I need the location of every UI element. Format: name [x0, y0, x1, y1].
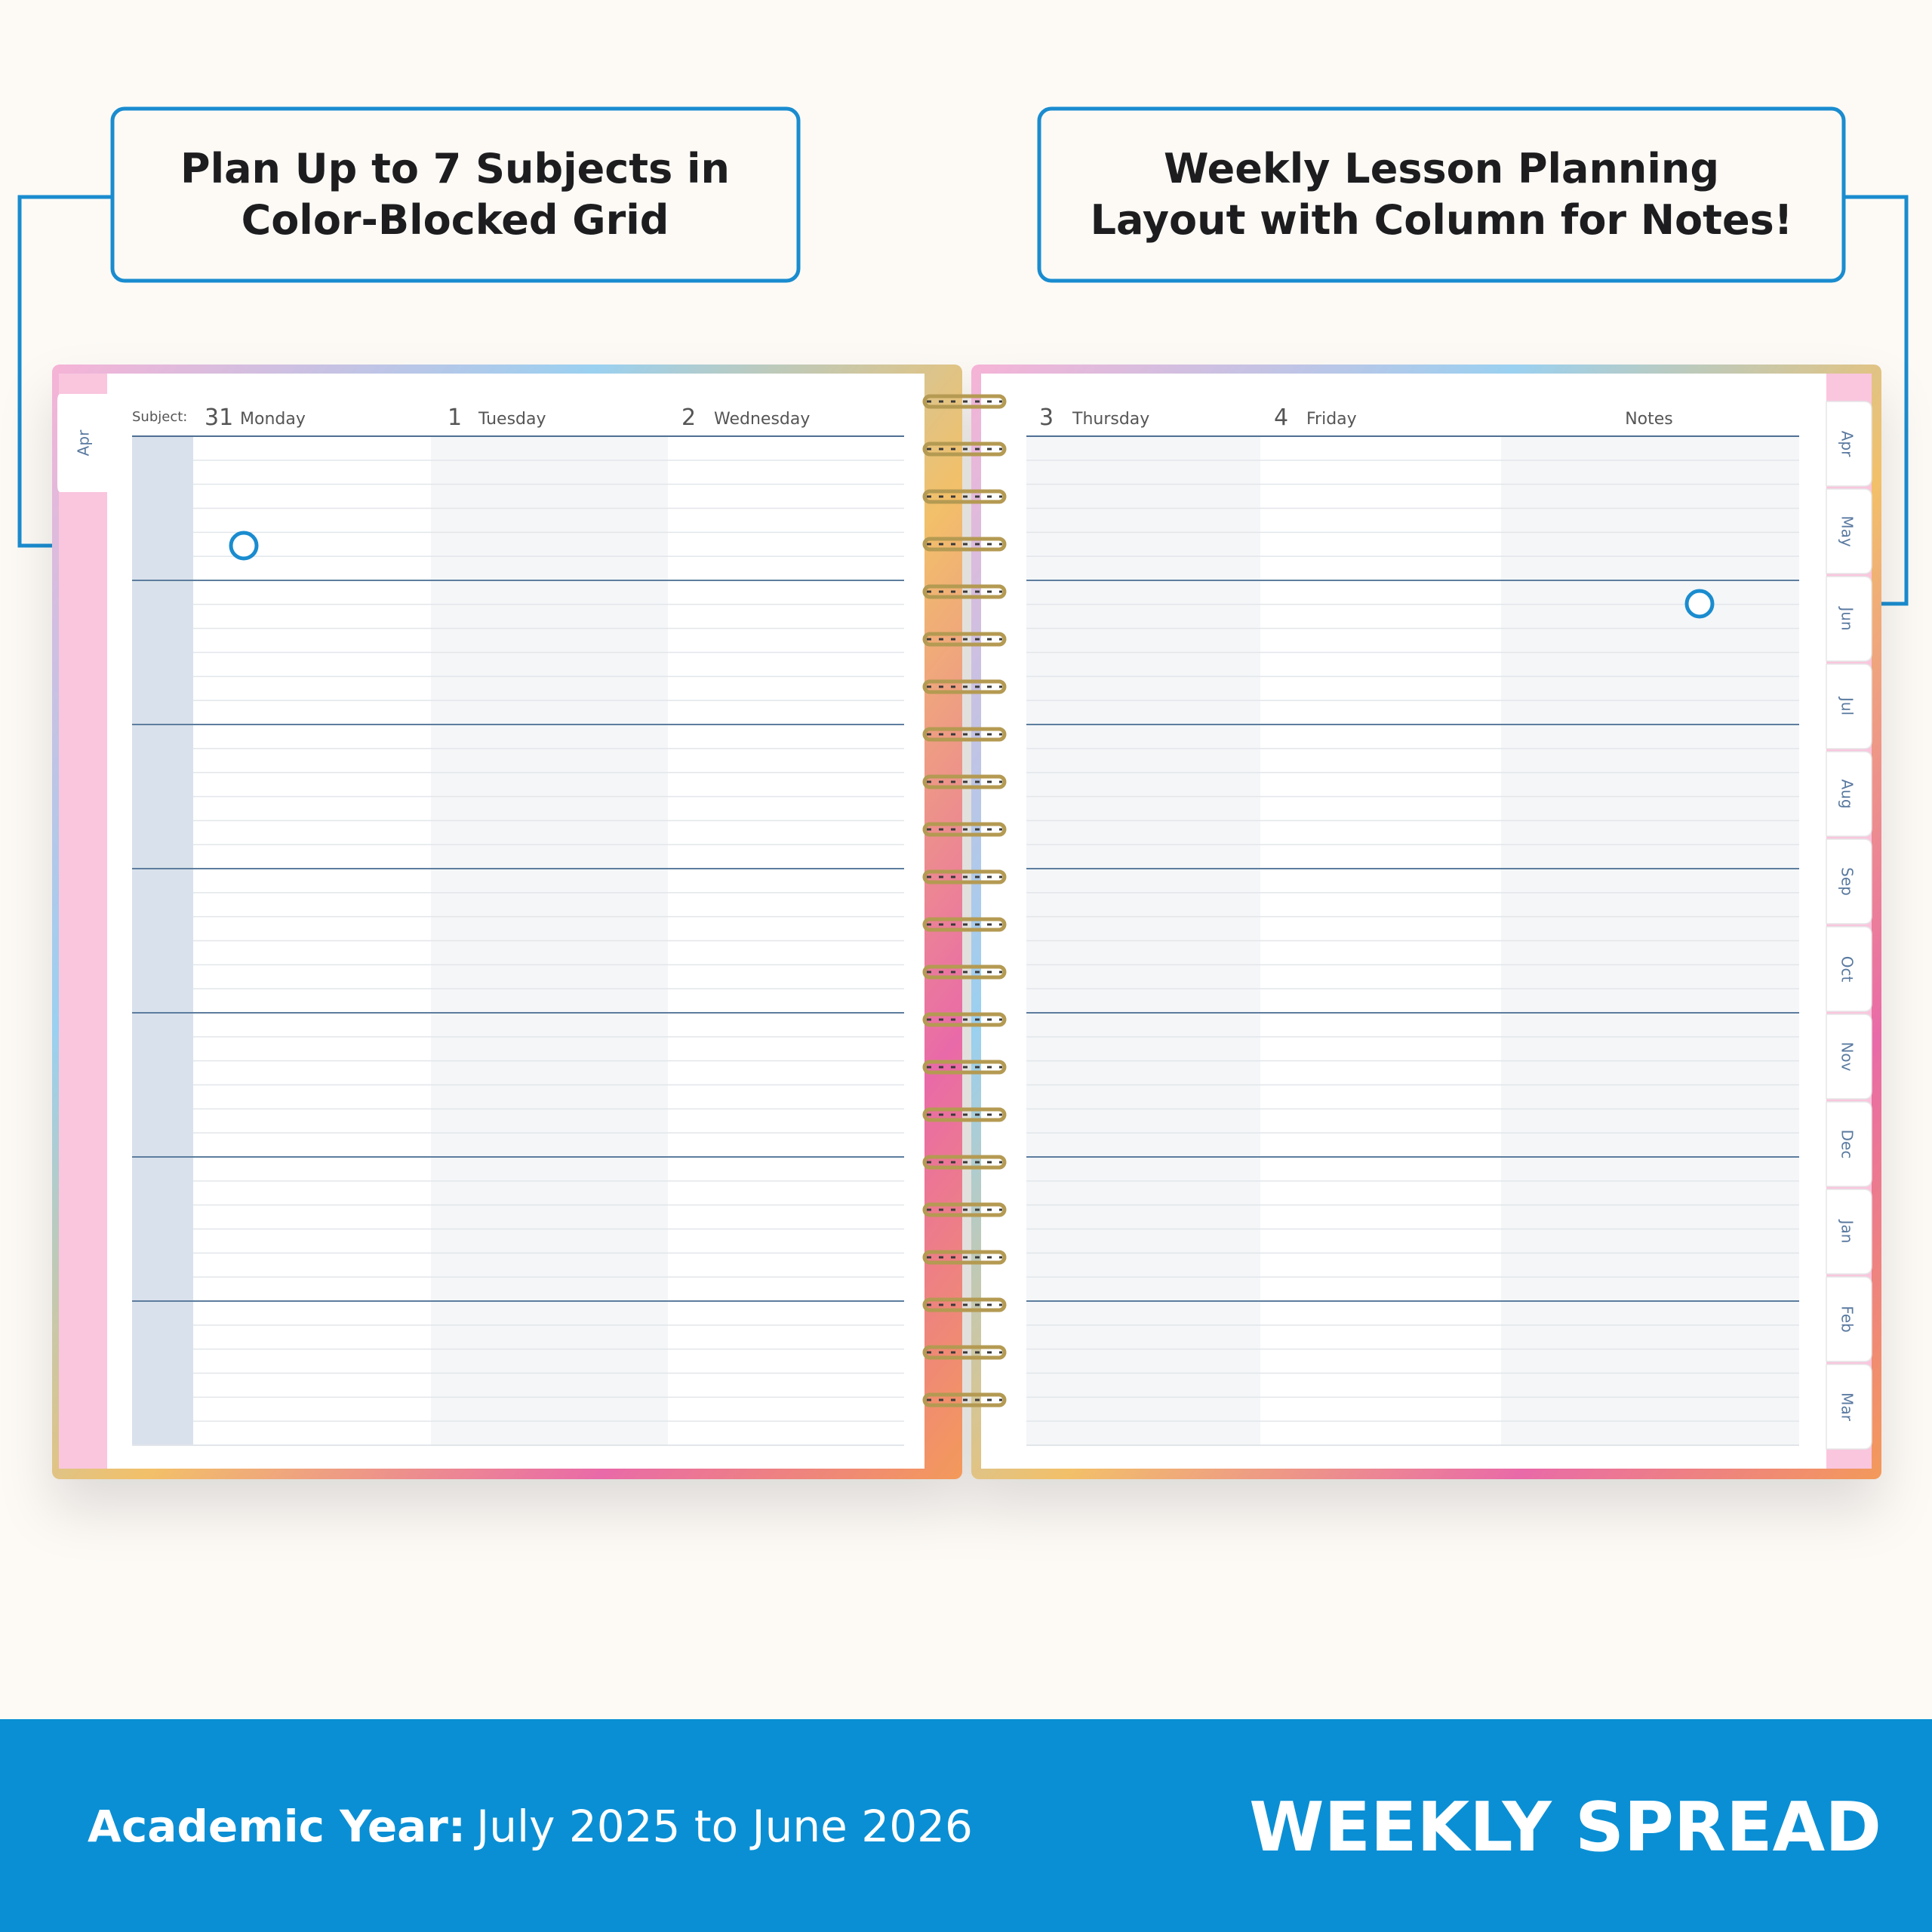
spiral-ring [922, 441, 1007, 457]
spiral-ring [922, 822, 1007, 837]
spiral-ring [922, 869, 1007, 884]
callout-text: Color-Blocked Grid [242, 196, 669, 244]
tab-label: Oct [1838, 956, 1857, 983]
tab-label: Feb [1838, 1306, 1857, 1332]
month-tab [1826, 751, 1872, 837]
spiral-ring [922, 584, 1007, 599]
day-name: Monday [240, 410, 306, 429]
spiral-ring [922, 1250, 1007, 1265]
spiral-ring [922, 1202, 1007, 1217]
callout-text: Weekly Lesson Planning [1164, 145, 1719, 192]
spiral-ring [922, 917, 1007, 932]
month-tab [1826, 1189, 1872, 1275]
day-date: 1 [448, 405, 462, 431]
spiral-ring [922, 1060, 1007, 1075]
tab-label: Sep [1838, 867, 1857, 896]
footer-band [0, 1719, 1932, 1932]
callout-text: Plan Up to 7 Subjects in [180, 145, 730, 192]
tab-label: Mar [1838, 1392, 1857, 1422]
month-tab [1826, 576, 1872, 662]
day-date: 4 [1274, 405, 1288, 431]
tab-label: Jan [1838, 1219, 1857, 1244]
footer-dates: July 2025 to June 2026 [474, 1801, 973, 1852]
footer-label: Academic Year: [88, 1801, 466, 1852]
tab-label: Dec [1838, 1130, 1857, 1159]
day-date: 3 [1039, 405, 1054, 431]
spiral-ring [922, 1107, 1007, 1122]
callout-text: Layout with Column for Notes! [1091, 196, 1793, 244]
callout-dot [1684, 589, 1715, 619]
month-tab [1826, 1014, 1872, 1100]
tabs: Apr May Jun Jul Aug Sep Oct Nov Dec Jan Feb Mar [1826, 401, 1872, 1450]
callout-box [110, 106, 801, 283]
month-tab [57, 394, 107, 492]
tab-label: May [1838, 515, 1857, 547]
month-tab [1826, 1364, 1872, 1450]
spiral-ring [922, 1345, 1007, 1360]
spiral-ring [922, 727, 1007, 742]
grid [132, 435, 1799, 1446]
day-name: Thursday [1072, 410, 1149, 429]
tab-label: Jun [1838, 605, 1857, 630]
tab-label: Aug [1838, 779, 1857, 808]
notes-label: Notes [1625, 410, 1673, 429]
spiral-ring [922, 1012, 1007, 1027]
month-tab [1826, 663, 1872, 749]
month-tab [1826, 1101, 1872, 1187]
spiral-ring [922, 1297, 1007, 1312]
page-edge [59, 374, 109, 1469]
footer-text: Academic Year: July 2025 to June 2026 [88, 1801, 973, 1852]
month-tab [1826, 488, 1872, 574]
spiral-ring [922, 537, 1007, 552]
subject-column [132, 436, 193, 1445]
spiral-ring [922, 679, 1007, 694]
day-date: 31 [205, 405, 233, 431]
tab-label: Nov [1838, 1041, 1857, 1071]
spiral-ring [922, 632, 1007, 647]
spiral-ring [922, 394, 1007, 409]
spiral-ring [922, 774, 1007, 789]
tab-label: Apr [1838, 431, 1857, 457]
callout-dot [229, 531, 259, 561]
month-tab [1826, 838, 1872, 924]
callout-box [1037, 106, 1846, 283]
day-name: Friday [1306, 410, 1357, 429]
month-tab [1826, 926, 1872, 1012]
spiral-ring [922, 1392, 1007, 1407]
subject-label: Subject: [132, 409, 187, 425]
spiral-ring [922, 489, 1007, 504]
day-date: 2 [681, 405, 696, 431]
tab-label: Apr [75, 429, 93, 456]
spiral-ring [922, 1155, 1007, 1170]
tab-label: Jul [1838, 696, 1857, 715]
spiral-ring [922, 964, 1007, 980]
month-tab [1826, 401, 1872, 487]
day-name: Wednesday [714, 410, 810, 429]
footer-title: WEEKLY SPREAD [1249, 1788, 1881, 1867]
day-name: Tuesday [478, 410, 546, 429]
month-tab [1826, 1276, 1872, 1362]
spiral [922, 394, 1007, 1407]
